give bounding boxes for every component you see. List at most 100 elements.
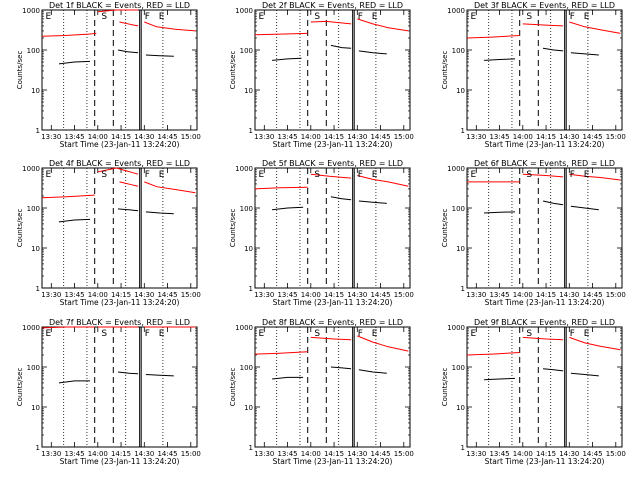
time-marker-label: S (526, 12, 532, 22)
x-tick-label: 14:00 (88, 450, 108, 458)
plot-frame (41, 167, 198, 289)
x-axis-label: Start Time (23-Jan-11 13:24:20) (273, 298, 393, 307)
time-marker-label: F (570, 12, 575, 22)
lld-series-line (569, 21, 621, 34)
time-marker-label: E (259, 329, 265, 339)
x-tick-label: 13:45 (277, 133, 297, 141)
x-tick-label: 14:30 (559, 291, 579, 299)
panel-det-1: Det 1f BLACK = Events, RED = LLD 1 10 100 10… (16, 1, 201, 149)
time-marker-label: E (372, 329, 378, 339)
panel-det-4: Det 4f BLACK = Events, RED = LLD 1 10 100 10… (16, 159, 201, 307)
panel-det-8: Det 8f BLACK = Events, RED = LLD 1 10 100 10… (229, 318, 414, 466)
x-tick-label: 14:30 (134, 133, 154, 141)
events-series-line (117, 49, 139, 54)
lld-series-line (41, 326, 95, 329)
plot-frame (466, 167, 623, 289)
lld-series-line (119, 181, 139, 187)
lld-series-line (254, 186, 308, 190)
panel-title: Det 7f BLACK = Events, RED = LLD (49, 318, 190, 327)
x-tick-label: 14:45 (370, 450, 390, 458)
events-series-line (58, 218, 91, 223)
x-tick-label: 14:45 (157, 133, 177, 141)
x-tick-label: 14:45 (582, 450, 602, 458)
panel-title: Det 4f BLACK = Events, RED = LLD (49, 159, 190, 168)
x-tick-label: 14:15 (324, 291, 344, 299)
time-marker-label: F (145, 329, 150, 339)
time-marker-label: S (101, 329, 107, 339)
time-marker-label: F (570, 170, 575, 180)
time-marker-label: E (584, 329, 590, 339)
x-tick-label: 13:45 (277, 450, 297, 458)
y-axis-label: Counts/sec (16, 51, 24, 90)
y-tick-label: 10 (456, 87, 465, 95)
time-marker-label: E (372, 12, 378, 22)
x-tick-label: 13:45 (64, 133, 84, 141)
events-series-line (542, 47, 564, 52)
x-tick-label: 14:45 (157, 450, 177, 458)
time-marker-label: E (471, 329, 477, 339)
time-marker-label: S (526, 329, 532, 339)
x-axis-label: Start Time (23-Jan-11 13:24:20) (485, 140, 605, 149)
x-tick-label: 14:45 (157, 291, 177, 299)
y-tick-label: 1 (249, 127, 253, 135)
plot-frame (254, 326, 411, 448)
plot-frame (466, 326, 623, 448)
x-tick-label: 14:30 (347, 291, 367, 299)
y-tick-label: 10 (31, 245, 40, 253)
events-series-line (570, 205, 599, 211)
x-tick-label: 14:15 (324, 133, 344, 141)
time-marker-label: E (159, 329, 165, 339)
lld-series-line (466, 352, 520, 356)
y-tick-label: 1000 (447, 7, 465, 15)
plot-frame (254, 9, 411, 131)
events-series-line (484, 377, 516, 381)
y-tick-label: 100 (240, 364, 253, 372)
x-tick-label: 14:00 (513, 133, 533, 141)
y-tick-label: 100 (452, 364, 465, 372)
panel-title: Det 1f BLACK = Events, RED = LLD (49, 1, 190, 10)
x-tick-label: 14:30 (347, 450, 367, 458)
y-tick-label: 1000 (235, 324, 253, 332)
events-series-line (145, 54, 174, 57)
events-series-line (117, 371, 139, 375)
events-series-line (570, 52, 599, 56)
events-series-line (330, 196, 352, 201)
x-tick-label: 15:00 (606, 450, 626, 458)
x-tick-label: 14:15 (111, 291, 131, 299)
y-tick-label: 1000 (447, 324, 465, 332)
x-tick-label: 15:00 (394, 291, 414, 299)
y-tick-label: 1000 (22, 7, 40, 15)
time-marker-label: F (358, 170, 363, 180)
y-tick-label: 1 (461, 285, 465, 293)
time-marker-label: E (584, 170, 590, 180)
events-series-line (542, 200, 564, 206)
x-tick-label: 13:30 (466, 450, 486, 458)
x-tick-label: 14:30 (559, 450, 579, 458)
y-tick-label: 1000 (22, 324, 40, 332)
plot-frame (466, 9, 623, 131)
events-series-line (484, 211, 516, 214)
y-tick-label: 100 (27, 364, 40, 372)
x-tick-label: 13:30 (254, 291, 274, 299)
x-tick-label: 15:00 (181, 450, 201, 458)
x-tick-label: 13:30 (41, 133, 61, 141)
plot-frame (41, 326, 198, 448)
lld-series-line (357, 175, 409, 187)
y-axis-label: Counts/sec (441, 368, 449, 407)
x-tick-label: 13:45 (64, 450, 84, 458)
events-series-line (484, 58, 516, 61)
y-tick-label: 10 (244, 87, 253, 95)
lld-series-line (97, 9, 139, 13)
x-tick-label: 14:15 (536, 450, 556, 458)
lld-series-line (41, 32, 97, 37)
y-tick-label: 1000 (235, 7, 253, 15)
y-tick-label: 10 (456, 404, 465, 412)
time-marker-label: F (358, 329, 363, 339)
panel-det-2: Det 2f BLACK = Events, RED = LLD 1 10 100 10… (229, 1, 414, 149)
lld-series-line (569, 336, 621, 351)
events-series-line (145, 211, 174, 215)
x-tick-label: 14:00 (513, 291, 533, 299)
x-axis-label: Start Time (23-Jan-11 13:24:20) (485, 298, 605, 307)
x-axis-label: Start Time (23-Jan-11 13:24:20) (273, 457, 393, 466)
x-tick-label: 14:30 (559, 133, 579, 141)
